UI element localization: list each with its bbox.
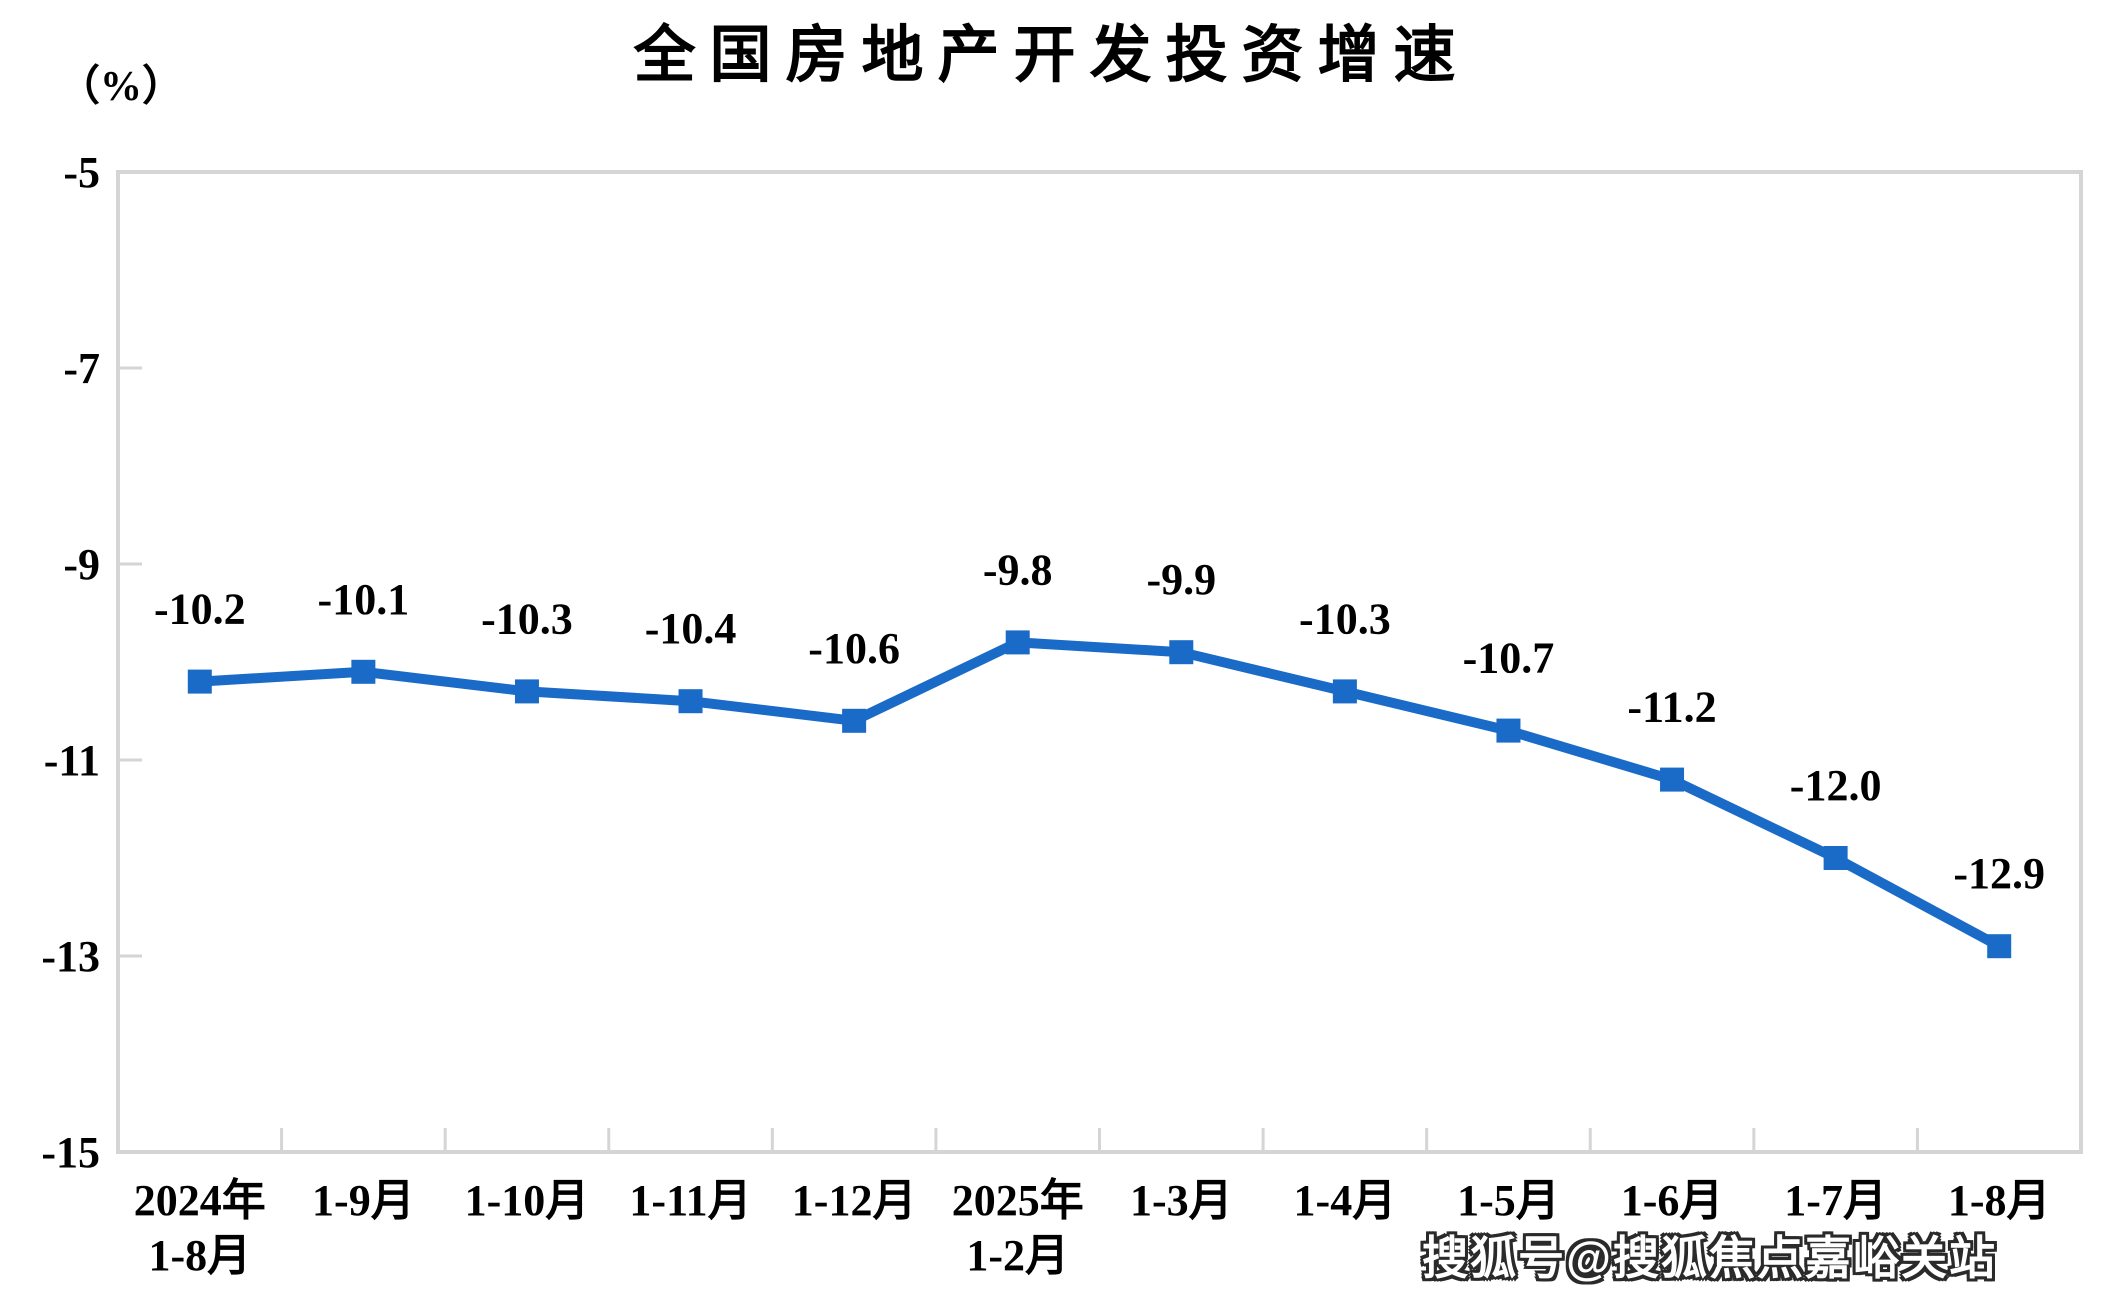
y-axis-tick-label: -11	[44, 736, 100, 785]
data-point-marker	[187, 669, 212, 694]
data-point-label: -10.2	[154, 585, 246, 634]
data-point-marker	[1496, 718, 1521, 743]
data-point-label: -9.8	[983, 545, 1053, 594]
data-point-marker	[1169, 640, 1194, 665]
data-point-label: -10.6	[808, 624, 900, 673]
x-axis-tick-label: 1-2月	[966, 1231, 1069, 1280]
y-axis-unit-label: （%）	[58, 64, 185, 110]
data-point-marker	[514, 679, 539, 704]
data-point-label: -10.4	[645, 604, 737, 653]
y-axis-tick-label: -7	[63, 344, 100, 393]
data-point-label: -12.0	[1790, 761, 1882, 810]
data-point-marker	[351, 659, 376, 684]
x-axis-tick-label: 1-6月	[1621, 1176, 1724, 1225]
x-axis-tick-label: 1-5月	[1457, 1176, 1560, 1225]
data-point-label: -11.2	[1627, 683, 1716, 732]
data-point-label: -10.3	[1299, 594, 1391, 643]
data-point-marker	[1332, 679, 1357, 704]
data-point-label: -10.3	[481, 594, 573, 643]
x-axis-tick-label: 1-8月	[148, 1231, 251, 1280]
y-axis-tick-label: -5	[63, 148, 100, 197]
data-point-label: -10.7	[1463, 634, 1555, 683]
x-axis-tick-label: 2024年	[134, 1176, 266, 1225]
plot-border	[116, 170, 2083, 1154]
x-axis-tick-label: 1-9月	[312, 1176, 415, 1225]
y-axis-tick-label: -9	[63, 540, 100, 589]
x-axis-tick-label: 1-10月	[465, 1176, 590, 1225]
data-series-line	[199, 637, 2002, 951]
watermark-text: 搜狐号@搜狐焦点嘉峪关站	[1422, 1232, 1997, 1284]
x-axis-tick-label: 2025年	[952, 1176, 1084, 1225]
data-point-label: -9.9	[1146, 555, 1216, 604]
data-point-marker	[678, 689, 703, 714]
data-point-marker	[1987, 934, 2012, 959]
x-axis-tick-label: 1-4月	[1294, 1176, 1397, 1225]
x-axis-tick-label: 1-7月	[1784, 1176, 1887, 1225]
data-point-marker	[842, 708, 867, 733]
data-point-marker	[1660, 767, 1685, 792]
data-point-label: -10.1	[318, 575, 410, 624]
y-axis-tick-label: -15	[41, 1128, 100, 1177]
x-axis-tick-label: 1-8月	[1948, 1176, 2051, 1225]
data-point-marker	[1005, 630, 1030, 655]
x-axis-tick-label: 1-11月	[629, 1176, 751, 1225]
data-point-marker	[1823, 846, 1848, 870]
data-point-label: -12.9	[1953, 849, 2045, 898]
chart-title: 全国房地产开发投资增速	[633, 21, 1470, 90]
x-axis-tick-label: 1-3月	[1130, 1176, 1233, 1225]
x-axis-tick-label: 1-12月	[792, 1176, 917, 1225]
y-axis-tick-label: -13	[41, 932, 100, 981]
